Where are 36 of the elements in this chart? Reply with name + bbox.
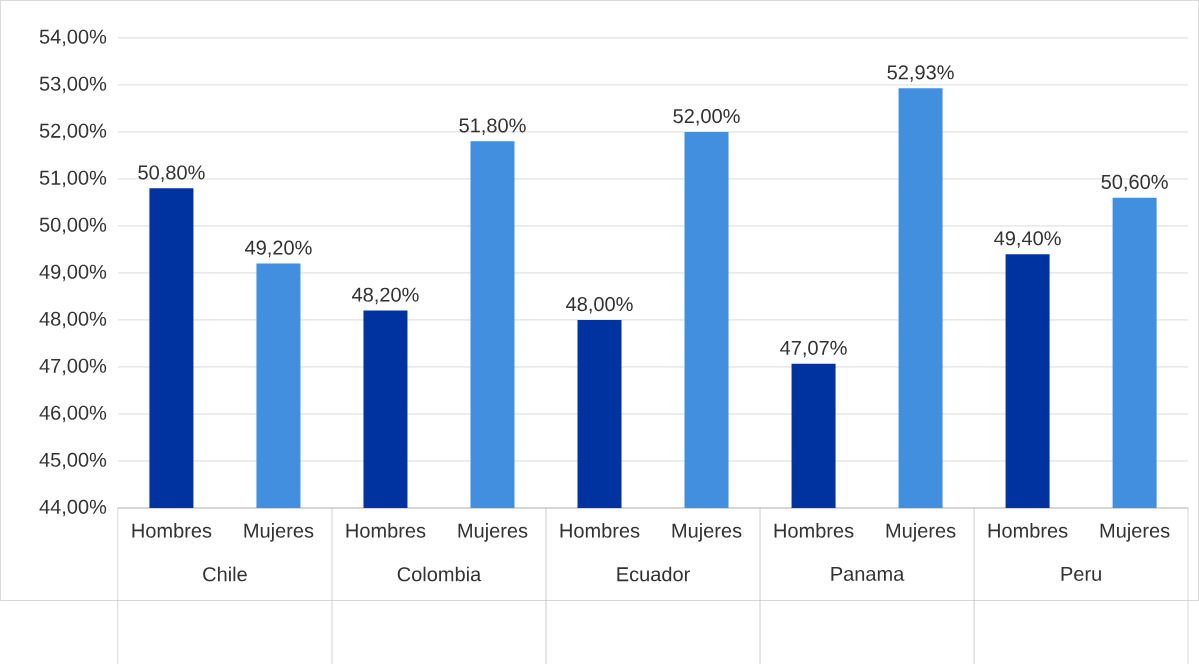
text: Peru bbox=[1061, 566, 1101, 581]
y-tick-label: 45,00% bbox=[39, 452, 107, 470]
x-tick-label: Hombres bbox=[988, 522, 1068, 538]
data-label: 50,80% bbox=[138, 165, 205, 182]
x-tick-label: Mujeres bbox=[244, 522, 314, 542]
data-label: 49,40% bbox=[994, 231, 1061, 248]
y-tick-label: 50,00% bbox=[39, 217, 107, 235]
text: Panama bbox=[831, 566, 905, 581]
y-tick-label: 53,00% bbox=[39, 76, 107, 93]
y-tick-label: 48,00% bbox=[39, 311, 107, 329]
y-tick-label: 47,00% bbox=[39, 358, 107, 376]
x-tick-label: Hombres bbox=[346, 522, 426, 538]
data-label: 50,60% bbox=[1101, 174, 1168, 192]
x-tick-label: Mujeres bbox=[1100, 522, 1170, 542]
data-label: 51,80% bbox=[459, 118, 526, 135]
y-tick-label: 54,00% bbox=[39, 29, 107, 46]
data-label: 52,00% bbox=[673, 108, 740, 126]
x-tick-label: Mujeres bbox=[672, 522, 742, 542]
text: Chile bbox=[203, 566, 247, 582]
x-tick-label: Mujeres bbox=[458, 522, 528, 542]
y-tick-label: 44,00% bbox=[39, 499, 107, 517]
text: Ecuador bbox=[617, 566, 690, 582]
y-tick-label: 49,00% bbox=[39, 264, 107, 282]
x-tick-label: Hombres bbox=[132, 522, 212, 538]
data-label: 47,07% bbox=[780, 340, 847, 358]
text: Colombia bbox=[397, 566, 482, 582]
y-tick-label: 52,00% bbox=[39, 123, 107, 140]
data-label: 48,00% bbox=[566, 296, 633, 314]
y-tick-label: 46,00% bbox=[39, 405, 107, 423]
x-tick-label: Mujeres bbox=[886, 522, 956, 542]
data-label: 49,20% bbox=[245, 240, 312, 257]
data-label: 48,20% bbox=[352, 287, 419, 304]
y-tick-label: 51,00% bbox=[39, 170, 107, 187]
x-tick-label: Hombres bbox=[560, 522, 640, 538]
x-tick-label: Hombres bbox=[774, 522, 854, 538]
data-label: 52,93% bbox=[887, 65, 954, 82]
